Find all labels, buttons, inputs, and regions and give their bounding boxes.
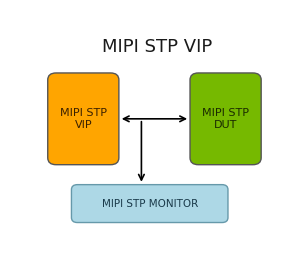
FancyBboxPatch shape [48,73,119,165]
FancyBboxPatch shape [190,73,261,165]
Text: MIPI STP
DUT: MIPI STP DUT [202,108,249,130]
FancyBboxPatch shape [72,185,228,222]
Text: MIPI STP MONITOR: MIPI STP MONITOR [102,199,198,208]
Text: MIPI STP
VIP: MIPI STP VIP [60,108,107,130]
Text: MIPI STP VIP: MIPI STP VIP [102,38,212,56]
